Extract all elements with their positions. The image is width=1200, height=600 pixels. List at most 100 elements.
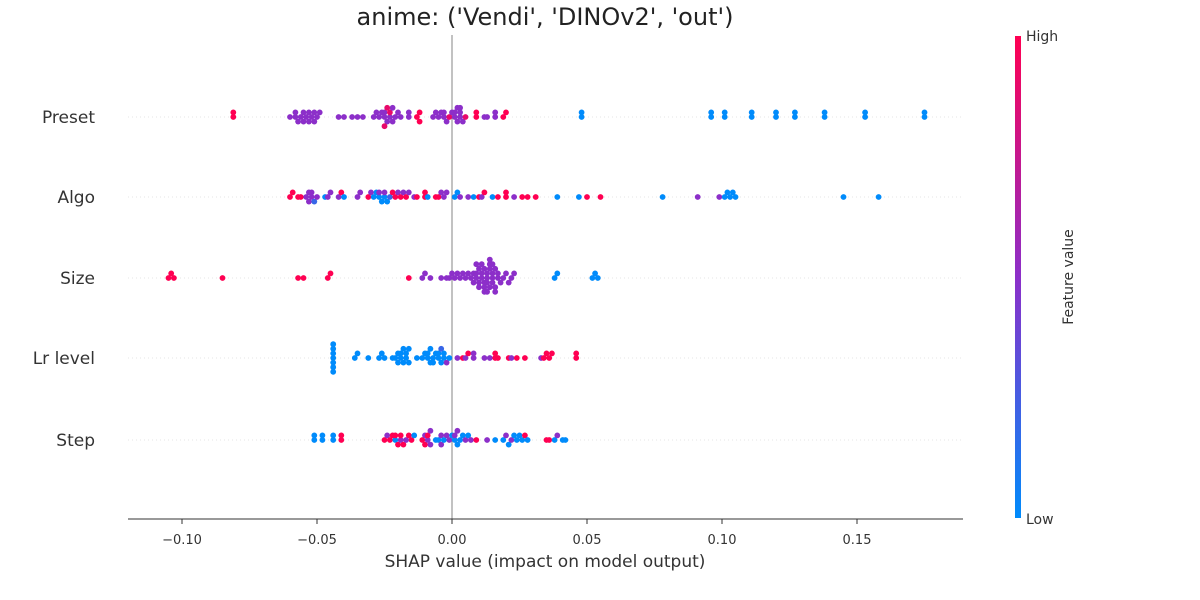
point-preset-10 bbox=[306, 109, 312, 116]
point-preset-34 bbox=[395, 109, 401, 116]
point-algo-29 bbox=[387, 194, 393, 200]
point-algo-71 bbox=[724, 189, 731, 196]
point-lr-level-22 bbox=[405, 345, 412, 352]
point-size-20 bbox=[462, 275, 469, 281]
point-step-0 bbox=[311, 437, 318, 443]
point-algo-32 bbox=[395, 189, 401, 196]
point-size-48 bbox=[500, 275, 507, 281]
point-algo-45 bbox=[441, 194, 447, 200]
point-step-49 bbox=[500, 437, 507, 443]
point-lr-level-9 bbox=[365, 355, 372, 361]
point-preset-50 bbox=[446, 114, 453, 120]
point-step-14 bbox=[395, 441, 401, 448]
point-preset-0 bbox=[230, 114, 237, 120]
point-preset-16 bbox=[316, 109, 323, 116]
point-preset-39 bbox=[405, 109, 412, 116]
point-preset-53 bbox=[451, 109, 458, 116]
point-algo-48 bbox=[454, 189, 461, 196]
point-step-7 bbox=[338, 432, 345, 439]
point-size-58 bbox=[476, 284, 482, 291]
point-step-41 bbox=[457, 437, 463, 443]
point-size-60 bbox=[492, 288, 499, 295]
point-step-42 bbox=[459, 432, 466, 439]
point-lr-level-45 bbox=[462, 355, 469, 361]
point-step-43 bbox=[462, 437, 469, 443]
point-size-47 bbox=[497, 279, 504, 286]
point-size-29 bbox=[478, 275, 485, 281]
point-algo-12 bbox=[324, 194, 331, 200]
point-size-14 bbox=[446, 275, 453, 281]
point-step-46 bbox=[473, 437, 480, 443]
point-algo-69 bbox=[716, 194, 723, 200]
point-preset-11 bbox=[306, 118, 312, 125]
point-preset-62 bbox=[473, 109, 480, 116]
point-preset-65 bbox=[492, 114, 499, 120]
point-preset-37 bbox=[397, 114, 404, 120]
point-algo-66 bbox=[597, 194, 604, 200]
point-step-21 bbox=[411, 432, 418, 439]
point-preset-4 bbox=[292, 109, 299, 116]
point-preset-83 bbox=[862, 114, 868, 120]
point-preset-12 bbox=[308, 114, 315, 120]
point-algo-46 bbox=[443, 189, 450, 196]
point-lr-level-25 bbox=[414, 355, 420, 361]
point-size-52 bbox=[511, 270, 517, 277]
point-lr-level-53 bbox=[495, 355, 501, 361]
point-step-32 bbox=[438, 441, 445, 448]
point-size-19 bbox=[459, 270, 466, 277]
point-size-49 bbox=[503, 270, 509, 277]
point-lr-level-62 bbox=[549, 350, 555, 357]
point-size-57 bbox=[489, 261, 496, 268]
point-preset-45 bbox=[435, 114, 442, 120]
point-preset-2 bbox=[287, 114, 293, 120]
point-preset-77 bbox=[773, 114, 779, 120]
point-preset-47 bbox=[441, 114, 447, 120]
point-preset-22 bbox=[370, 114, 377, 120]
point-algo-20 bbox=[368, 189, 374, 196]
point-preset-38 bbox=[405, 114, 412, 120]
point-algo-16 bbox=[341, 194, 347, 200]
point-lr-level-23 bbox=[400, 345, 407, 352]
point-algo-35 bbox=[403, 194, 409, 200]
point-preset-78 bbox=[773, 109, 779, 116]
point-preset-36 bbox=[381, 123, 388, 130]
point-size-21 bbox=[465, 270, 472, 277]
point-size-4 bbox=[295, 275, 301, 281]
point-preset-41 bbox=[416, 109, 423, 116]
point-lr-level-60 bbox=[543, 350, 550, 357]
point-lr-level-43 bbox=[454, 355, 461, 361]
point-size-62 bbox=[554, 270, 561, 277]
point-size-30 bbox=[478, 270, 485, 277]
point-algo-56 bbox=[495, 194, 501, 200]
point-algo-25 bbox=[378, 198, 385, 205]
point-preset-7 bbox=[300, 109, 307, 116]
point-algo-60 bbox=[519, 194, 526, 200]
point-lr-level-8 bbox=[354, 350, 361, 357]
point-algo-7 bbox=[308, 194, 315, 200]
point-size-61 bbox=[551, 275, 558, 281]
point-lr-level-61 bbox=[546, 355, 553, 361]
point-lr-level-47 bbox=[470, 355, 477, 361]
point-preset-79 bbox=[792, 114, 798, 120]
colorbar-low-label: Low bbox=[1026, 512, 1054, 528]
point-step-19 bbox=[405, 432, 412, 439]
point-lr-level-36 bbox=[438, 345, 445, 352]
point-step-17 bbox=[400, 441, 407, 448]
point-preset-52 bbox=[451, 114, 458, 120]
point-algo-10 bbox=[314, 194, 320, 200]
point-preset-44 bbox=[432, 109, 439, 116]
point-algo-0 bbox=[287, 194, 293, 200]
point-step-15 bbox=[397, 437, 404, 443]
point-algo-36 bbox=[405, 189, 412, 196]
point-algo-43 bbox=[435, 194, 442, 200]
point-step-40 bbox=[454, 427, 461, 434]
point-preset-70 bbox=[578, 109, 585, 116]
point-lr-level-10 bbox=[376, 355, 382, 361]
point-preset-35 bbox=[384, 104, 391, 111]
point-preset-76 bbox=[748, 109, 755, 116]
point-algo-68 bbox=[694, 194, 701, 200]
feature-label-preset: Preset bbox=[42, 108, 95, 128]
colorbar-title: Feature value bbox=[1061, 229, 1077, 325]
point-algo-44 bbox=[438, 189, 445, 196]
